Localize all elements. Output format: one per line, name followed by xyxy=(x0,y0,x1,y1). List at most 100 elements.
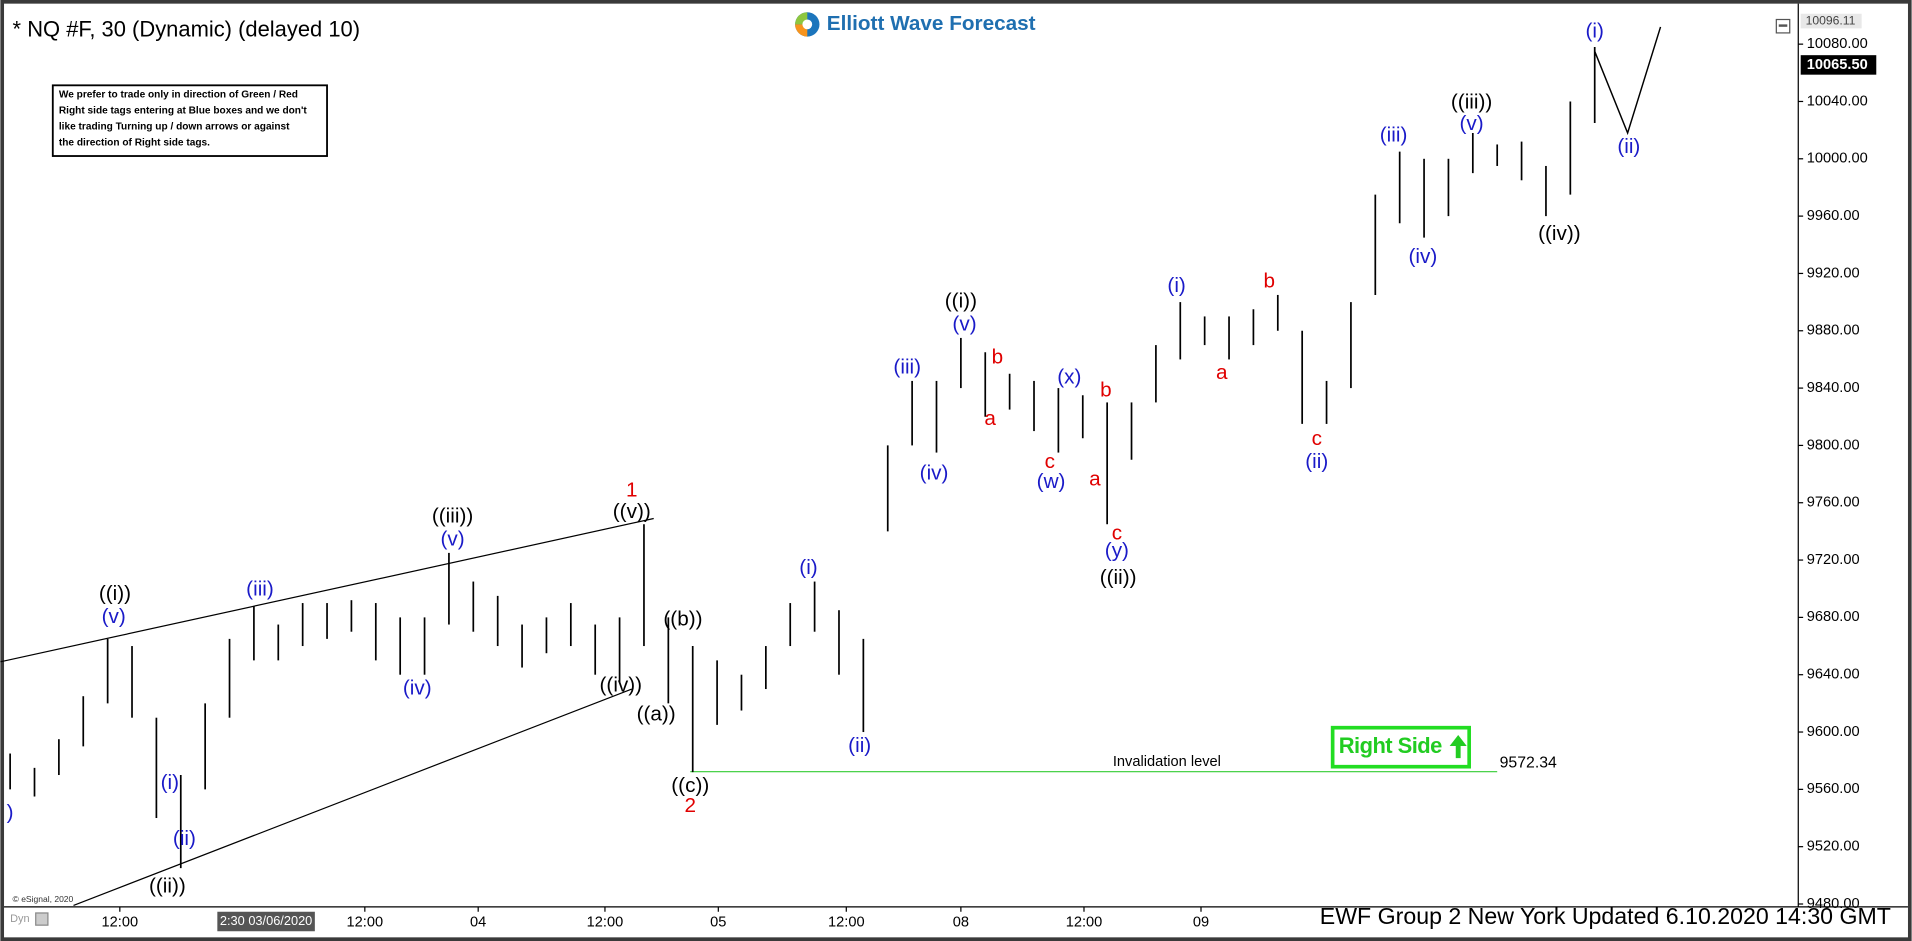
right-side-arrow xyxy=(1449,735,1467,759)
y-tick-label: 9720.00 xyxy=(1807,552,1860,568)
x-tick-label: 12:00 xyxy=(102,915,139,931)
wave-label: (ii) xyxy=(1617,135,1640,158)
wave-label: b xyxy=(1263,270,1275,293)
x-tick-label: 09 xyxy=(1193,915,1209,931)
wave-label: a xyxy=(1216,361,1228,384)
projection-path xyxy=(1594,26,1662,136)
x-tick-label: 12:00 xyxy=(828,915,865,931)
cursor-label: 2:30 03/06/2020 xyxy=(220,913,312,928)
right-side-border xyxy=(1330,725,1471,769)
high-marker-box xyxy=(1800,13,1862,29)
high-marker-label: 10096.11 xyxy=(1806,13,1856,27)
wave-label: ((i)) xyxy=(99,582,131,605)
wave-label: ((b)) xyxy=(663,608,702,631)
wave-label: (ii) xyxy=(848,734,871,757)
trendline xyxy=(0,517,654,663)
wave-label: (iv) xyxy=(403,677,432,700)
wave-label: (ii) xyxy=(1305,450,1328,473)
y-tick-label: 9520.00 xyxy=(1807,839,1860,855)
wave-label: (iv) xyxy=(920,462,949,485)
right-side-text: Right Side xyxy=(1339,733,1443,758)
wave-label: ((v)) xyxy=(613,500,651,523)
wave-label: (iii) xyxy=(893,355,921,378)
wave-label: (x) xyxy=(1057,366,1081,389)
wave-label: (i) xyxy=(799,556,817,579)
y-tick-label: 9800.00 xyxy=(1807,437,1860,453)
y-tick-label: 9640.00 xyxy=(1807,667,1860,683)
trendline xyxy=(73,688,632,907)
wave-label: (iv) xyxy=(1408,245,1437,268)
wave-label: ((i)) xyxy=(945,290,977,313)
wave-label: (i) xyxy=(161,771,179,794)
x-tick-label: 12:00 xyxy=(347,915,384,931)
panel-icon-bar xyxy=(1778,24,1788,27)
note-border xyxy=(51,84,328,157)
wave-label: c xyxy=(1312,427,1322,450)
invalidation-label: Invalidation level xyxy=(1113,754,1221,770)
copyright: © eSignal, 2020 xyxy=(13,894,74,904)
wave-label: ((iv)) xyxy=(1538,222,1581,245)
y-tick-label: 9920.00 xyxy=(1807,265,1860,281)
x-tick-label: 04 xyxy=(470,915,486,931)
wave-label: ((ii)) xyxy=(1100,566,1137,589)
x-tick-label: 12:00 xyxy=(587,915,624,931)
wave-label: (v) xyxy=(441,527,465,550)
y-tick-label: 9600.00 xyxy=(1807,724,1860,740)
y-tick-label: 9480.00 xyxy=(1807,896,1860,912)
wave-label: b xyxy=(1100,378,1112,401)
wave-label: ((ii)) xyxy=(149,874,186,897)
wave-label: (iii) xyxy=(1380,123,1408,146)
wave-label: 2 xyxy=(685,794,697,817)
wave-label: (i) xyxy=(1586,19,1604,42)
y-tick-label: 10040.00 xyxy=(1807,93,1868,109)
wave-label: ((iv)) xyxy=(600,674,643,697)
wave-label: (ii) xyxy=(173,827,196,850)
x-tick-label: 08 xyxy=(953,915,969,931)
dyn-icon xyxy=(35,912,49,926)
wave-label: a xyxy=(984,407,996,430)
wave-label: a xyxy=(1089,467,1101,490)
background xyxy=(4,3,1908,938)
logo-icon-center xyxy=(802,19,813,30)
logo-text: Elliott Wave Forecast xyxy=(827,12,1036,35)
y-tick-label: 9680.00 xyxy=(1807,609,1860,625)
wave-label: c xyxy=(1045,450,1055,473)
wave-label: (i) xyxy=(1167,274,1185,297)
wave-label: c xyxy=(1112,522,1122,545)
y-tick-label: 10080.00 xyxy=(1807,36,1868,52)
y-tick-label: 9960.00 xyxy=(1807,208,1860,224)
note-line: the direction of Right side tags. xyxy=(59,137,210,148)
note-box: We prefer to trade only in direction of … xyxy=(51,84,328,157)
y-tick-label: 9840.00 xyxy=(1807,380,1860,396)
wave-label: b xyxy=(992,345,1004,368)
y-tick-label: 9880.00 xyxy=(1807,323,1860,339)
logo: Elliott Wave Forecast xyxy=(790,7,1061,41)
wave-label: ((iii)) xyxy=(432,505,473,528)
y-tick-label: 9760.00 xyxy=(1807,495,1860,511)
logo-bg xyxy=(790,7,1061,41)
note-line: like trading Turning up / down arrows or… xyxy=(59,121,290,132)
wave-label: ((iii)) xyxy=(1451,90,1492,113)
wave-label: (v) xyxy=(1460,112,1484,135)
footer: EWF Group 2 New York Updated 6.10.2020 1… xyxy=(1320,903,1891,929)
cursor-box xyxy=(217,911,315,932)
x-tick-label: 05 xyxy=(710,915,726,931)
y-tick-label: 10000.00 xyxy=(1807,151,1868,167)
wave-label: ((a)) xyxy=(637,702,676,725)
y-tick-label: 9560.00 xyxy=(1807,781,1860,797)
last-price-box xyxy=(1800,55,1877,75)
chart-title: * NQ #F, 30 (Dynamic) (delayed 10) xyxy=(13,16,360,41)
note-line: Right side tags entering at Blue boxes a… xyxy=(59,106,308,117)
note-line: We prefer to trade only in direction of … xyxy=(59,90,298,101)
right-side-tag: Right Side xyxy=(1330,725,1471,769)
plot: 9480.00 9520.00 9560.00 9600.00 9640.00 9680.… xyxy=(0,13,1877,931)
wave-label: ) xyxy=(7,801,14,824)
dyn-label: Dyn xyxy=(10,913,30,925)
invalidation-value: 9572.34 xyxy=(1500,754,1557,771)
wave-label: (v) xyxy=(102,605,126,628)
wave-label: ((c)) xyxy=(671,774,709,797)
wave-label: (iii) xyxy=(246,578,274,601)
wave-label: (w) xyxy=(1037,470,1066,493)
last-price-label: 10065.50 xyxy=(1807,57,1868,73)
